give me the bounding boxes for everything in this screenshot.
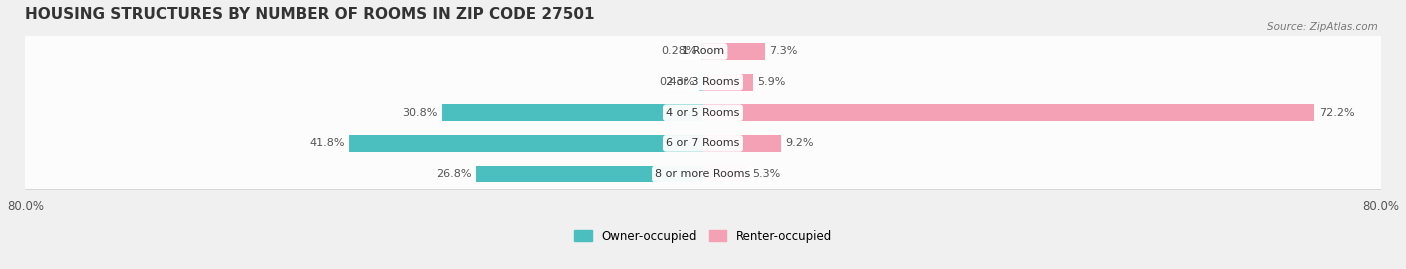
- Bar: [703, 104, 1315, 121]
- Bar: [441, 104, 703, 121]
- Bar: [477, 166, 703, 182]
- Text: 5.3%: 5.3%: [752, 169, 780, 179]
- Legend: Owner-occupied, Renter-occupied: Owner-occupied, Renter-occupied: [569, 225, 837, 247]
- Text: 0.43%: 0.43%: [659, 77, 695, 87]
- Text: 8 or more Rooms: 8 or more Rooms: [655, 169, 751, 179]
- Bar: [703, 43, 765, 60]
- Bar: [25, 159, 1381, 189]
- Text: 26.8%: 26.8%: [436, 169, 472, 179]
- Text: 0.28%: 0.28%: [661, 47, 696, 56]
- Bar: [25, 36, 1381, 67]
- Text: HOUSING STRUCTURES BY NUMBER OF ROOMS IN ZIP CODE 27501: HOUSING STRUCTURES BY NUMBER OF ROOMS IN…: [25, 7, 595, 22]
- Bar: [703, 135, 780, 152]
- Bar: [25, 67, 1381, 97]
- Bar: [700, 43, 703, 60]
- Text: 72.2%: 72.2%: [1319, 108, 1354, 118]
- Text: 1 Room: 1 Room: [682, 47, 724, 56]
- Text: 30.8%: 30.8%: [402, 108, 437, 118]
- Bar: [703, 74, 754, 91]
- Text: 41.8%: 41.8%: [309, 138, 344, 148]
- Text: 6 or 7 Rooms: 6 or 7 Rooms: [666, 138, 740, 148]
- Text: 7.3%: 7.3%: [769, 47, 797, 56]
- Text: Source: ZipAtlas.com: Source: ZipAtlas.com: [1267, 22, 1378, 31]
- Bar: [699, 74, 703, 91]
- Bar: [25, 128, 1381, 159]
- Bar: [703, 166, 748, 182]
- Text: 2 or 3 Rooms: 2 or 3 Rooms: [666, 77, 740, 87]
- Text: 5.9%: 5.9%: [758, 77, 786, 87]
- Text: 4 or 5 Rooms: 4 or 5 Rooms: [666, 108, 740, 118]
- Text: 9.2%: 9.2%: [785, 138, 814, 148]
- Bar: [349, 135, 703, 152]
- Bar: [25, 97, 1381, 128]
